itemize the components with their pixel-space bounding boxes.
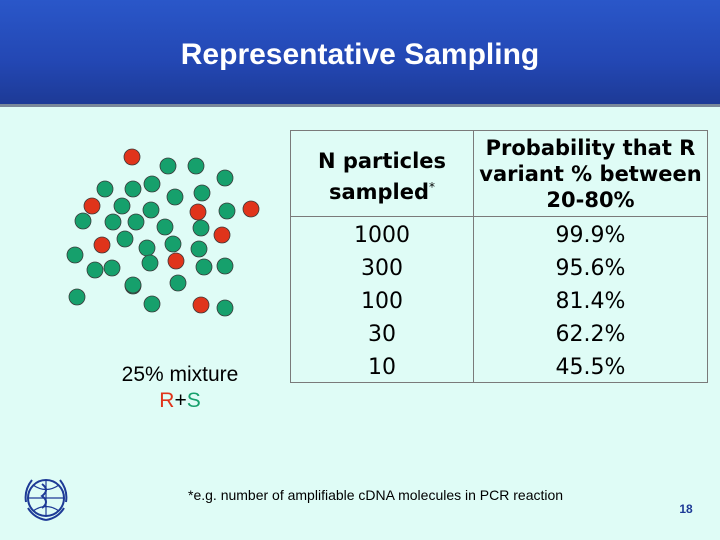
green-particle [156,218,174,236]
green-particle [116,230,134,248]
page-number: 18 [679,502,693,516]
green-particle [141,254,159,272]
green-particle [218,202,236,220]
red-particle [213,226,231,244]
red-particle [242,200,260,218]
red-particle [123,148,141,166]
green-particle [142,201,160,219]
table-cell-n: 1000 [354,223,410,248]
table-header-divider [291,216,707,217]
red-particle [83,197,101,215]
sampling-probability-table: N particles sampled* Probability that R … [290,130,708,383]
title-divider [0,104,720,107]
green-particle [124,276,142,294]
green-particle [113,197,131,215]
green-particle [138,239,156,257]
table-cell-n: 30 [368,322,396,347]
green-particle [66,246,84,264]
column-header-n-particles: N particles sampled* [291,148,473,205]
green-particle [190,240,208,258]
green-particle [74,212,92,230]
red-particle [189,203,207,221]
green-particle [169,274,187,292]
red-particle [167,252,185,270]
r-variant-label: R [159,389,175,412]
table-cell-probability: 62.2% [555,322,626,347]
probability-values-column: 99.9% 95.6% 81.4% 62.2% 45.5% [474,219,707,384]
green-particle [143,175,161,193]
footnote-marker: * [429,180,436,194]
green-particle [127,213,145,231]
mixture-composition: R+S [100,388,260,414]
s-variant-label: S [186,389,201,412]
particle-mixture-illustration [66,148,260,317]
green-particle [187,157,205,175]
table-cell-probability: 99.9% [555,223,626,248]
green-particle [96,180,114,198]
green-particle [159,157,177,175]
green-particle [104,213,122,231]
table-cell-probability: 45.5% [555,355,626,380]
who-emblem-icon [24,479,68,521]
green-particle [103,259,121,277]
column-header-probability: Probability that R variant % between 20-… [479,136,702,212]
plus-sign: + [174,389,187,412]
table-cell-probability: 95.6% [555,256,626,281]
green-particle [86,261,104,279]
table-cell-probability: 81.4% [555,289,626,314]
title-bar [0,0,720,104]
green-particle [216,257,234,275]
green-particle [216,299,234,317]
green-particle [195,258,213,276]
green-particle [216,169,234,187]
green-particle [193,184,211,202]
mixture-label: 25% mixture R+S [100,362,260,414]
red-particle [93,236,111,254]
table-column-divider [473,131,474,382]
slide-title: Representative Sampling [180,38,540,71]
green-particle [124,180,142,198]
table-cell-n: 100 [361,289,403,314]
green-particle [166,188,184,206]
green-particle [143,295,161,313]
column-header-n-text: N particles sampled [317,149,447,204]
table-cell-n: 300 [361,256,403,281]
green-particle [192,219,210,237]
green-particle [68,288,86,306]
red-particle [192,296,210,314]
footnote: *e.g. number of amplifiable cDNA molecul… [188,487,564,503]
mixture-percent-label: 25% mixture [121,363,239,386]
table-cell-n: 10 [368,355,396,380]
green-particle [164,235,182,253]
n-values-column: 1000 300 100 30 10 [291,219,473,384]
